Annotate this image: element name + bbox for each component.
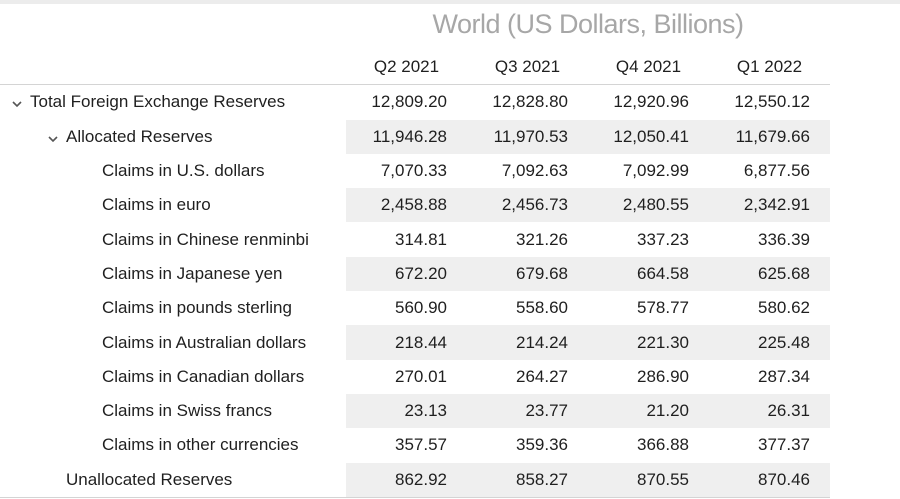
value-cell: 862.92 [346,462,467,498]
row-label-cell: Allocated Reserves [0,120,346,154]
value-cell: 578.77 [637,298,689,318]
value-cell: 12,050.41 [588,119,709,154]
value-cell: 314.81 [395,229,447,249]
top-strip [0,0,900,4]
value-cell: 6,877.56 [743,161,810,181]
value-cell: 12,809.20 [371,92,447,112]
column-header[interactable]: Q1 2022 [736,57,803,77]
value-cell: 11,679.66 [709,119,830,154]
table-row-allocated: Allocated Reserves 11,946.28 11,970.53 1… [0,119,830,154]
value-cell: 270.01 [395,366,447,386]
row-label-cell: Total Foreign Exchange Reserves [0,85,346,120]
value-cell: 664.58 [588,256,709,292]
table-row-total: Total Foreign Exchange Reserves 12,809.2… [0,85,830,120]
value-cell: 580.62 [758,298,810,318]
value-cell: 218.44 [346,325,467,360]
value-cell: 870.46 [709,462,830,498]
value-cell: 286.90 [637,366,689,386]
reserves-table: Q2 2021 Q3 2021 Q4 2021 Q1 2022 Total Fo… [0,50,830,498]
value-cell: 7,092.99 [622,161,689,181]
value-cell: 359.36 [516,435,568,455]
value-cell: 321.26 [516,229,568,249]
value-cell: 264.27 [516,366,568,386]
value-cell: 357.57 [395,435,447,455]
table-row: Claims in Swiss francs 23.13 23.77 21.20… [0,393,830,429]
table-row-unallocated: Unallocated Reserves 862.92 858.27 870.5… [0,462,830,498]
row-label: Claims in Chinese renminbi [102,229,309,249]
value-cell: 366.88 [637,435,689,455]
value-cell: 12,550.12 [734,92,810,112]
value-cell: 858.27 [467,462,588,498]
value-cell: 21.20 [588,393,709,429]
value-cell: 377.37 [758,435,810,455]
row-label: Claims in Canadian dollars [102,366,305,386]
table-title: World (US Dollars, Billions) [432,9,744,39]
column-header[interactable]: Q2 2021 [373,57,440,77]
chevron-down-icon[interactable] [48,131,66,145]
value-cell: 2,480.55 [588,188,709,223]
table-row: Claims in pounds sterling 560.90 558.60 … [0,291,830,325]
value-cell: 7,070.33 [380,161,447,181]
table-row: Claims in Australian dollars 218.44 214.… [0,325,830,360]
value-cell: 2,456.73 [467,188,588,223]
value-cell: 221.30 [588,325,709,360]
row-label: Claims in Australian dollars [102,332,307,352]
table-row: Claims in euro 2,458.88 2,456.73 2,480.5… [0,188,830,223]
value-cell: 679.68 [467,256,588,292]
value-cell: 26.31 [709,393,830,429]
value-cell: 12,920.96 [613,92,689,112]
value-cell: 336.39 [758,229,810,249]
column-header[interactable]: Q4 2021 [615,57,682,77]
table-row: Claims in other currencies 357.57 359.36… [0,428,830,462]
chevron-down-icon[interactable] [12,96,30,110]
value-cell: 12,828.80 [492,92,568,112]
row-label: Claims in Swiss francs [102,401,273,421]
value-cell: 11,970.53 [467,119,588,154]
header-label-cell [0,50,346,85]
value-cell: 560.90 [395,298,447,318]
value-cell: 7,092.63 [501,161,568,181]
header-row: Q2 2021 Q3 2021 Q4 2021 Q1 2022 [0,50,830,85]
value-cell: 23.13 [346,393,467,429]
row-label: Claims in U.S. dollars [102,161,265,181]
value-cell: 625.68 [709,256,830,292]
value-cell: 2,342.91 [709,188,830,223]
column-header[interactable]: Q3 2021 [494,57,561,77]
value-cell: 214.24 [467,325,588,360]
value-cell: 287.34 [758,366,810,386]
row-label: Claims in other currencies [102,435,299,455]
value-cell: 2,458.88 [346,188,467,223]
value-cell: 225.48 [709,325,830,360]
value-cell: 870.55 [588,462,709,498]
value-cell: 672.20 [346,256,467,292]
row-label: Total Foreign Exchange Reserves [30,92,286,112]
value-cell: 11,946.28 [346,119,467,154]
table-row: Claims in U.S. dollars 7,070.33 7,092.63… [0,154,830,188]
row-label: Unallocated Reserves [66,469,233,489]
value-cell: 23.77 [467,393,588,429]
value-cell: 337.23 [637,229,689,249]
value-cell: 558.60 [516,298,568,318]
table-row: Claims in Japanese yen 672.20 679.68 664… [0,256,830,292]
table-row: Claims in Chinese renminbi 314.81 321.26… [0,222,830,256]
row-label: Claims in euro [102,195,211,215]
row-label: Claims in pounds sterling [102,298,292,318]
table-row: Claims in Canadian dollars 270.01 264.27… [0,360,830,394]
row-label: Claims in Japanese yen [102,263,283,283]
row-label: Allocated Reserves [66,126,213,146]
